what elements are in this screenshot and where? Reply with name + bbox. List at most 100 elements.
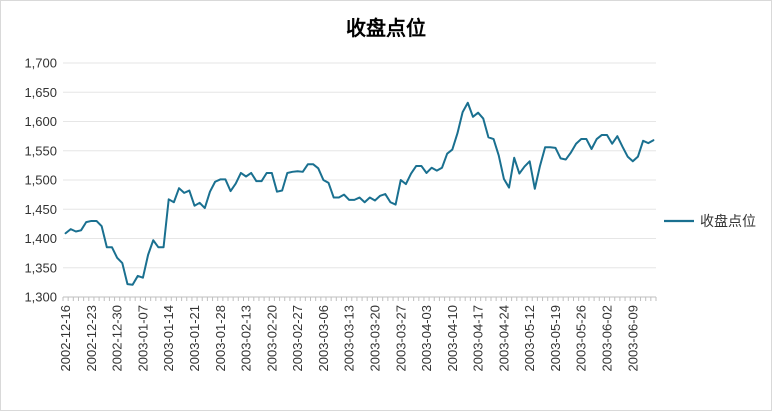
data-point[interactable] — [362, 200, 367, 205]
data-point[interactable] — [104, 245, 109, 250]
data-point[interactable] — [610, 141, 615, 146]
data-point[interactable] — [218, 177, 223, 182]
data-point[interactable] — [651, 138, 656, 143]
data-point[interactable] — [300, 169, 305, 174]
data-point[interactable] — [156, 245, 161, 250]
data-point[interactable] — [264, 170, 269, 175]
data-point[interactable] — [290, 169, 295, 174]
data-point[interactable] — [383, 192, 388, 197]
data-point[interactable] — [501, 176, 506, 181]
data-point[interactable] — [512, 155, 517, 160]
data-point[interactable] — [548, 145, 553, 150]
data-point[interactable] — [336, 195, 341, 200]
data-point[interactable] — [84, 220, 89, 225]
data-point[interactable] — [285, 170, 290, 175]
data-point[interactable] — [347, 197, 352, 202]
data-point[interactable] — [476, 110, 481, 115]
data-point[interactable] — [445, 151, 450, 156]
data-point[interactable] — [207, 189, 212, 194]
data-point[interactable] — [182, 190, 187, 195]
data-point[interactable] — [517, 171, 522, 176]
data-point[interactable] — [367, 195, 372, 200]
data-point[interactable] — [321, 178, 326, 183]
data-point[interactable] — [537, 163, 542, 168]
data-point[interactable] — [563, 157, 568, 162]
data-point[interactable] — [94, 218, 99, 223]
data-point[interactable] — [496, 153, 501, 158]
legend[interactable]: 收盘点位 — [664, 213, 756, 230]
data-point[interactable] — [89, 218, 94, 223]
data-point[interactable] — [625, 154, 630, 159]
data-point[interactable] — [135, 273, 140, 278]
data-point[interactable] — [393, 202, 398, 207]
data-point[interactable] — [584, 137, 589, 142]
data-point[interactable] — [434, 168, 439, 173]
data-point[interactable] — [171, 200, 176, 205]
data-point[interactable] — [491, 137, 496, 142]
data-point[interactable] — [316, 166, 321, 171]
data-point[interactable] — [579, 137, 584, 142]
data-point[interactable] — [259, 179, 264, 184]
data-point[interactable] — [151, 238, 156, 243]
data-point[interactable] — [130, 282, 135, 287]
data-point[interactable] — [574, 141, 579, 146]
data-point[interactable] — [269, 170, 274, 175]
data-point[interactable] — [197, 200, 202, 205]
data-point[interactable] — [486, 135, 491, 140]
data-point[interactable] — [372, 198, 377, 203]
data-point[interactable] — [378, 193, 383, 198]
data-point[interactable] — [311, 162, 316, 167]
data-point[interactable] — [326, 180, 331, 185]
data-point[interactable] — [79, 228, 84, 233]
data-point[interactable] — [352, 197, 357, 202]
data-point[interactable] — [470, 114, 475, 119]
data-point[interactable] — [177, 186, 182, 191]
data-point[interactable] — [63, 231, 68, 236]
data-point[interactable] — [146, 252, 151, 257]
data-point[interactable] — [646, 141, 651, 146]
data-point[interactable] — [599, 132, 604, 137]
data-point[interactable] — [228, 189, 233, 194]
data-point[interactable] — [620, 144, 625, 149]
data-point[interactable] — [635, 154, 640, 159]
data-point[interactable] — [68, 227, 73, 232]
data-point[interactable] — [244, 174, 249, 179]
data-point[interactable] — [414, 163, 419, 168]
data-point[interactable] — [192, 203, 197, 208]
data-point[interactable] — [589, 146, 594, 151]
data-point[interactable] — [120, 261, 125, 266]
data-point[interactable] — [527, 159, 532, 164]
data-point[interactable] — [507, 185, 512, 190]
data-point[interactable] — [99, 224, 104, 229]
data-point[interactable] — [605, 132, 610, 137]
data-point[interactable] — [223, 177, 228, 182]
data-point[interactable] — [429, 165, 434, 170]
data-point[interactable] — [140, 275, 145, 280]
data-point[interactable] — [202, 206, 207, 211]
data-point[interactable] — [233, 181, 238, 186]
data-point[interactable] — [481, 116, 486, 121]
data-point[interactable] — [409, 171, 414, 176]
data-point[interactable] — [254, 179, 259, 184]
data-point[interactable] — [450, 147, 455, 152]
data-point[interactable] — [295, 169, 300, 174]
data-point[interactable] — [440, 165, 445, 170]
data-point[interactable] — [543, 145, 548, 150]
data-point[interactable] — [630, 159, 635, 164]
data-point[interactable] — [274, 189, 279, 194]
data-point[interactable] — [455, 131, 460, 136]
data-point[interactable] — [465, 100, 470, 105]
data-point[interactable] — [594, 137, 599, 142]
data-point[interactable] — [615, 134, 620, 139]
data-point[interactable] — [403, 182, 408, 187]
data-point[interactable] — [109, 245, 114, 250]
data-point[interactable] — [388, 200, 393, 205]
data-point[interactable] — [331, 195, 336, 200]
data-point[interactable] — [357, 195, 362, 200]
data-point[interactable] — [522, 164, 527, 169]
data-point[interactable] — [213, 179, 218, 184]
data-point[interactable] — [553, 145, 558, 150]
data-point[interactable] — [115, 255, 120, 260]
data-point[interactable] — [460, 110, 465, 115]
data-point[interactable] — [249, 170, 254, 175]
